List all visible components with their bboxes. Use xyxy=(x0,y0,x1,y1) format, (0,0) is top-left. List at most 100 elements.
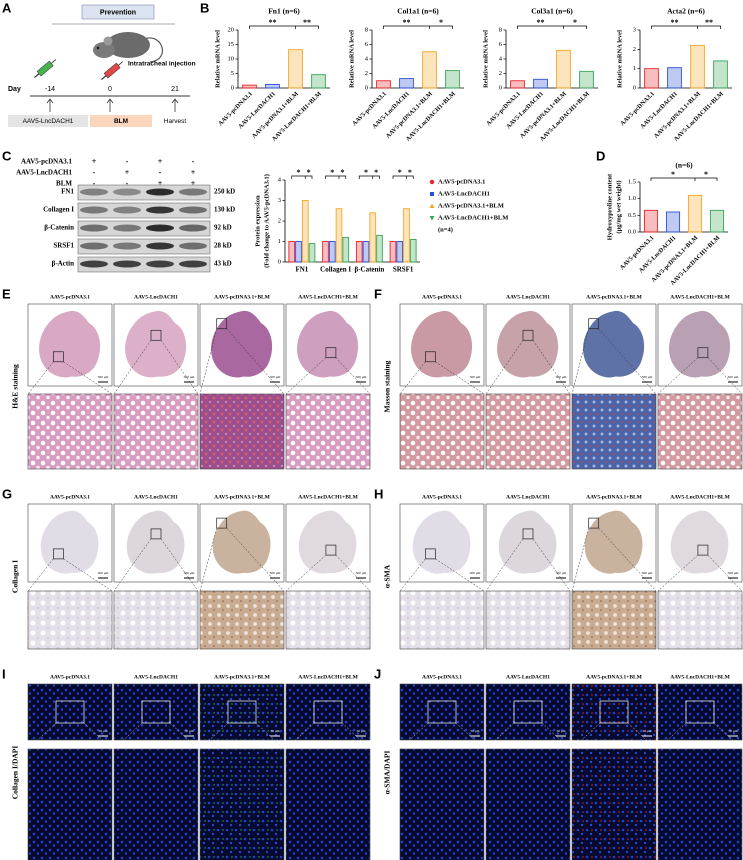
bar xyxy=(709,209,725,233)
overview-image xyxy=(113,683,199,741)
blot-band xyxy=(113,260,141,268)
zoom-box xyxy=(55,700,85,724)
y-axis-label: Relative mRNA level xyxy=(348,30,355,88)
legend-marker xyxy=(429,179,435,185)
blot-band xyxy=(179,242,207,250)
zoom-lines xyxy=(571,328,657,395)
bar xyxy=(396,241,404,263)
group-label: AAV5-LncDACH1 xyxy=(506,494,550,500)
row-label: Masson staining xyxy=(383,360,392,412)
condition-label: BLM xyxy=(56,180,72,188)
magnified-image xyxy=(657,393,743,470)
condition-label: AAV5-pcDNA3.1 xyxy=(21,158,73,166)
y-tick-label: 0 xyxy=(499,84,502,91)
magnified-image xyxy=(27,748,113,860)
condition-sign: - xyxy=(192,157,195,166)
condition-sign: + xyxy=(92,157,97,166)
condition-sign: - xyxy=(159,168,162,177)
y-tick-label: 1 xyxy=(278,238,281,245)
blot-band xyxy=(80,206,108,214)
bar xyxy=(409,238,417,263)
significance-bracket xyxy=(383,25,453,29)
zoom-box xyxy=(425,548,436,560)
panel-label: J xyxy=(374,666,381,681)
injection-label: Intratracheal injection xyxy=(128,61,196,68)
blot-band xyxy=(146,188,174,196)
blot-band xyxy=(113,206,141,214)
row-label: α-SMA/DAPI xyxy=(383,751,392,795)
blot-strip xyxy=(77,256,211,273)
zoom-lines xyxy=(199,527,285,592)
bar xyxy=(510,80,525,89)
syringe-green xyxy=(34,59,57,79)
y-tick-label: 2 xyxy=(633,46,636,53)
scale-bar-label: 500 μm xyxy=(270,571,281,575)
magnified-image xyxy=(399,393,485,470)
x-tick-label: FN1 xyxy=(295,266,308,274)
y-tick-label: 0 xyxy=(231,84,234,91)
overview-image xyxy=(399,683,485,741)
y-axis-label: Relative mRNA level xyxy=(214,30,221,88)
group-label: AAV5-LncDACH1+BLM xyxy=(298,674,358,680)
zoom-box xyxy=(313,700,343,724)
zoom-lines xyxy=(657,357,743,395)
bar xyxy=(644,68,659,89)
blot-band xyxy=(146,224,174,232)
zoom-box xyxy=(522,528,534,540)
scale-bar-label: 50 μm xyxy=(471,729,480,733)
bar xyxy=(445,70,460,89)
significance-label: ** xyxy=(537,18,545,27)
prevention-box xyxy=(81,4,155,20)
significance-label: * xyxy=(408,168,412,177)
protein-size: 28 kD xyxy=(214,242,232,250)
bar xyxy=(687,194,703,233)
row-label: Collagen I xyxy=(11,560,20,593)
scale-bar-label: 500 μm xyxy=(556,571,567,575)
zoom-box xyxy=(513,700,543,724)
zoom-box xyxy=(216,318,228,330)
magnified-image xyxy=(399,748,485,860)
blot-strip xyxy=(77,238,211,255)
magnified-image xyxy=(27,393,113,470)
bar xyxy=(667,67,682,89)
y-tick-label: 10 xyxy=(228,55,235,62)
significance-label: * xyxy=(340,168,344,177)
scale-bar-label: 500 μm xyxy=(642,375,653,379)
significance-bracket xyxy=(517,25,587,29)
chart-title: Col1a1 (n=6) xyxy=(397,7,439,16)
group-label: AAV5-LncDACH1 xyxy=(134,294,178,300)
magnified-image xyxy=(571,393,657,470)
significance-label: * xyxy=(671,170,675,179)
zoom-lines xyxy=(113,340,199,395)
zoom-box xyxy=(325,544,337,556)
bar xyxy=(288,49,303,89)
significance-label: * xyxy=(704,170,708,179)
panel-label: D xyxy=(596,148,605,163)
group-label: AAV5-pcDNA3.1+BLM xyxy=(214,674,271,680)
legend-marker xyxy=(429,216,435,221)
bar xyxy=(389,241,397,263)
blot-strip xyxy=(77,202,211,219)
panel-label: F xyxy=(374,286,382,301)
magnified-image xyxy=(285,393,371,470)
y-axis-label: Protein expression xyxy=(254,195,261,247)
legend-marker xyxy=(430,192,434,196)
zoom-box xyxy=(227,700,257,724)
y-tick-label: 6 xyxy=(365,41,369,48)
zoom-lines xyxy=(27,558,113,592)
mouse-head xyxy=(93,42,115,58)
zoom-lines xyxy=(285,357,371,395)
group-label: AAV5-LncDACH1 xyxy=(506,674,550,680)
condition-sign: + xyxy=(191,168,196,177)
zoom-box xyxy=(588,318,600,330)
bar xyxy=(403,208,410,263)
significance-label: * xyxy=(307,168,311,177)
magnified-image xyxy=(199,393,285,470)
condition-sign: - xyxy=(93,168,96,177)
y-axis-label: Relative mRNA level xyxy=(482,30,489,88)
significance-label: ** xyxy=(705,18,713,27)
group-label: AAV5-pcDNA3.1+BLM xyxy=(586,494,643,500)
magnified-image xyxy=(199,748,285,860)
condition-sign: - xyxy=(126,157,129,166)
